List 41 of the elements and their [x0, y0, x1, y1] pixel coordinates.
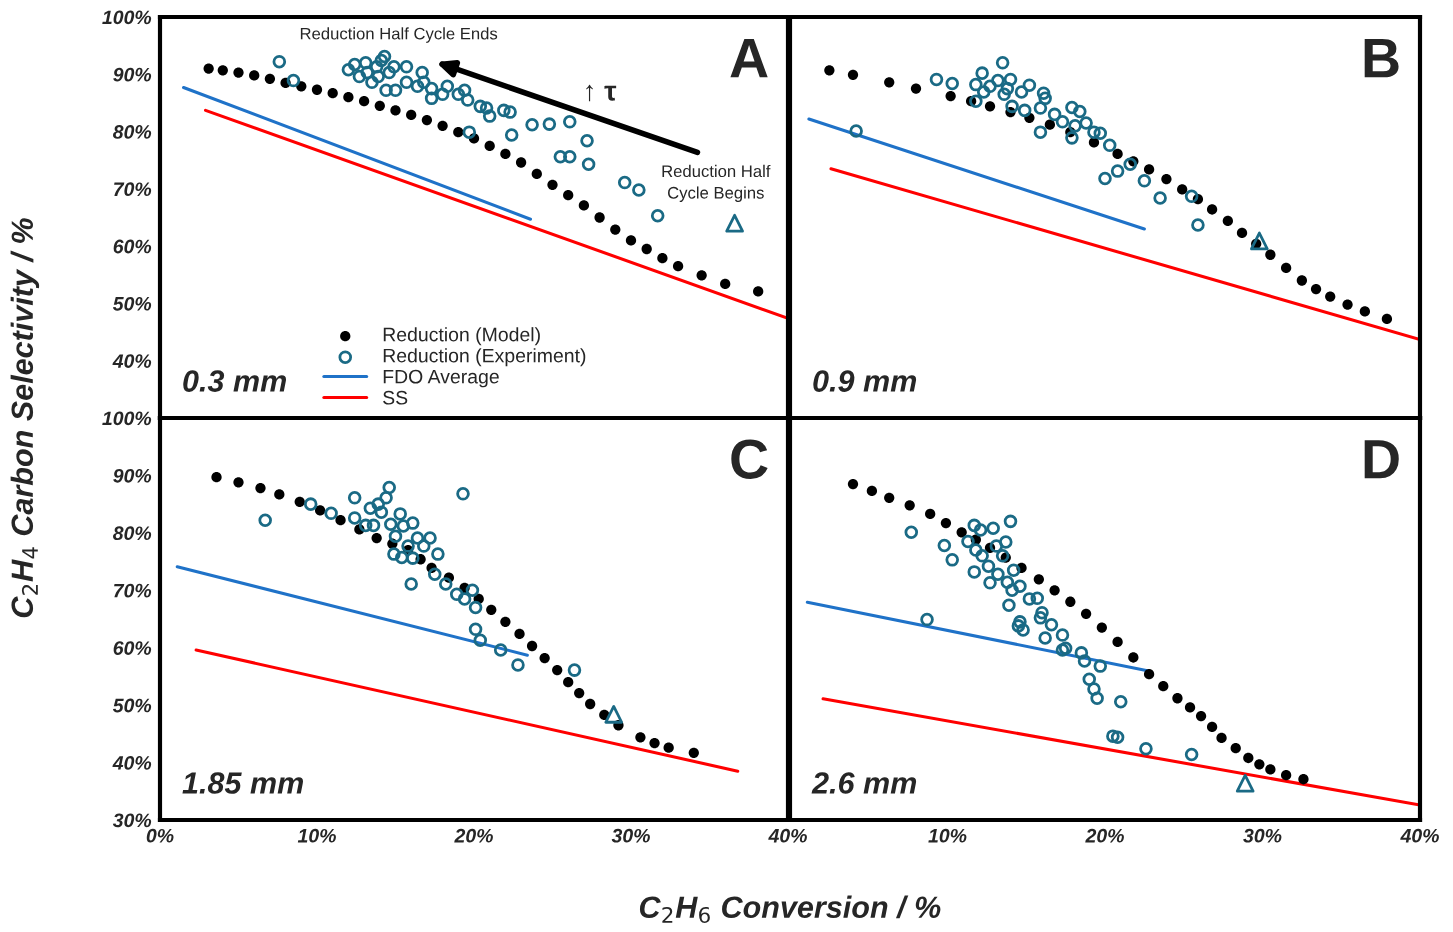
y-tick-label: 40% — [112, 756, 152, 770]
y-tick-label: 90% — [113, 67, 152, 82]
legend-label: Reduction (Model) — [383, 327, 540, 346]
annotation: ↑ τ — [586, 84, 617, 102]
annotation: D — [1364, 440, 1399, 479]
legend-label: FDO Average — [383, 369, 499, 388]
annotation: C — [731, 439, 768, 479]
y-tick-label: 60% — [113, 239, 152, 254]
annotation: 0.3 mm — [183, 370, 287, 392]
x-tick-label: 10% — [928, 828, 967, 843]
annotation: 1.85 mm — [182, 772, 304, 794]
x-tick-label: 10% — [297, 828, 336, 843]
x-tick-label: 30% — [611, 828, 650, 843]
annotation: Reduction Half Cycle Ends — [300, 27, 498, 43]
y-tick-label: 70% — [114, 583, 152, 598]
y-tick-label: 80% — [113, 526, 152, 541]
legend-label: Reduction (Experiment) — [383, 348, 586, 367]
y-axis-title: C$_{2}$H$_{4}$ Carbon Selectivity / % — [10, 218, 40, 618]
y-tick-label: 50% — [112, 698, 152, 713]
annotation: Reduction Half Cycle Begins — [662, 164, 771, 202]
y-tick-label: 70% — [114, 182, 152, 197]
x-tick-label: 30% — [1243, 828, 1282, 843]
annotation: 2.6 mm — [811, 772, 917, 794]
x-tick-label: 20% — [1085, 828, 1124, 843]
x-tick-label: 20% — [454, 828, 493, 843]
y-tick-label: 60% — [113, 641, 152, 655]
x-tick-label: 40% — [1400, 828, 1439, 843]
x-axis-title: C$_{2}$H$_{6}$ Conversion / % — [639, 895, 941, 924]
y-tick-label: 40% — [112, 354, 152, 368]
y-tick-label: 80% — [113, 125, 152, 139]
y-tick-label: 100% — [102, 411, 152, 426]
legend-label: SS — [383, 390, 408, 405]
x-tick-label: 0% — [146, 828, 174, 843]
annotation: A — [730, 39, 768, 78]
annotation: B — [1364, 39, 1399, 78]
y-tick-label: 100% — [102, 10, 152, 25]
y-tick-label: 30% — [112, 813, 152, 828]
y-tick-label: 90% — [113, 468, 152, 483]
y-tick-label: 50% — [112, 296, 152, 311]
annotation: 0.9 mm — [813, 370, 917, 392]
x-tick-label: 40% — [768, 828, 807, 843]
